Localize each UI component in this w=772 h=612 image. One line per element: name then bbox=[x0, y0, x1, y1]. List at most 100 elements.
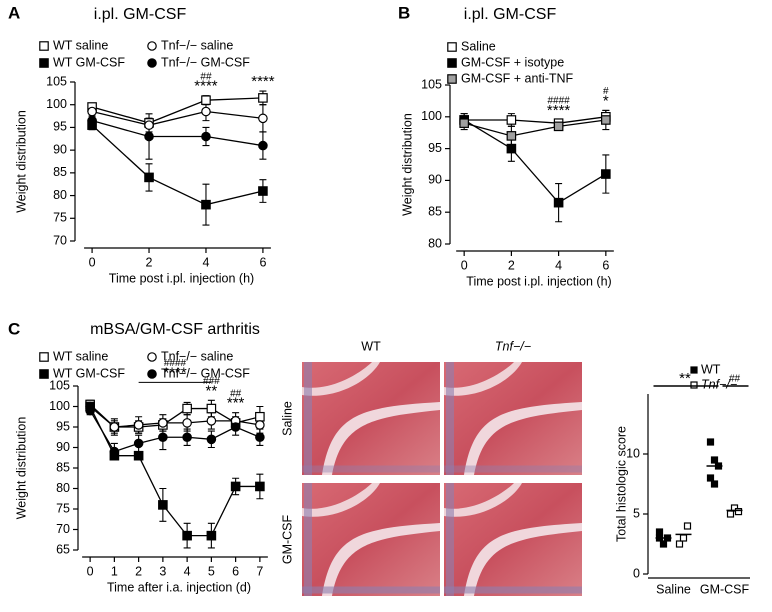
x-tick-label: 2 bbox=[135, 564, 142, 578]
panel-letter: C bbox=[8, 319, 20, 338]
legend-marker bbox=[447, 42, 457, 52]
data-point bbox=[601, 169, 611, 179]
data-point bbox=[182, 530, 192, 541]
tissue-space bbox=[464, 523, 582, 596]
y-tick-label: 80 bbox=[56, 481, 70, 495]
x-tick-label: 2 bbox=[146, 255, 153, 269]
tissue-space bbox=[302, 362, 380, 396]
data-point bbox=[206, 403, 217, 414]
histology-image bbox=[302, 362, 440, 475]
data-point bbox=[87, 106, 97, 117]
data-point bbox=[734, 508, 743, 516]
legend-marker bbox=[690, 381, 698, 389]
data-point bbox=[683, 522, 692, 530]
significance-label: ## bbox=[729, 374, 741, 385]
tissue-space bbox=[444, 483, 522, 517]
data-point bbox=[133, 438, 144, 449]
y-tick-label: 100 bbox=[421, 109, 442, 123]
data-point bbox=[655, 528, 664, 536]
data-point bbox=[85, 405, 95, 416]
data-point bbox=[601, 115, 611, 125]
data-point bbox=[706, 438, 715, 446]
significance-label: **** bbox=[163, 364, 187, 381]
x-tick-label: 0 bbox=[87, 564, 94, 578]
y-tick-label: 75 bbox=[56, 501, 70, 515]
legend-marker bbox=[147, 369, 157, 379]
significance-label: #### bbox=[164, 358, 187, 369]
significance-label: * bbox=[603, 92, 609, 109]
data-point bbox=[206, 530, 217, 541]
legend-label: WT bbox=[701, 362, 721, 376]
y-tick-label: 75 bbox=[53, 211, 67, 225]
significance-label: ## bbox=[230, 388, 242, 399]
y-tick-label: 105 bbox=[49, 378, 70, 392]
y-tick-label: 0 bbox=[633, 566, 640, 580]
tissue-space bbox=[322, 402, 440, 475]
data-point bbox=[255, 481, 265, 492]
series-line bbox=[464, 116, 606, 124]
data-point bbox=[230, 422, 241, 432]
y-tick-label: 90 bbox=[428, 173, 442, 187]
y-axis-label: Weight distribution bbox=[400, 113, 414, 216]
y-tick-label: 80 bbox=[428, 236, 442, 250]
x-tick-label: 6 bbox=[259, 255, 266, 269]
data-point bbox=[255, 420, 265, 430]
y-axis-label: Weight distribution bbox=[14, 110, 28, 213]
data-point bbox=[206, 434, 217, 445]
series-line bbox=[91, 119, 264, 147]
x-tick-label: 0 bbox=[461, 258, 468, 272]
x-tick-label: 7 bbox=[256, 564, 263, 578]
data-point bbox=[158, 418, 168, 428]
column-label: Tnf−/− bbox=[495, 339, 531, 353]
x-tick-label: 3 bbox=[159, 564, 166, 578]
significance-label: **** bbox=[251, 73, 275, 90]
x-axis-label: Time post i.pl. injection (h) bbox=[109, 271, 254, 285]
y-tick-label: 85 bbox=[56, 460, 70, 474]
data-point bbox=[201, 95, 211, 105]
x-tick-label: 5 bbox=[208, 564, 215, 578]
legend-label: WT GM-CSF bbox=[53, 55, 125, 69]
column-label: WT bbox=[361, 339, 381, 353]
y-tick-label: 105 bbox=[46, 74, 67, 88]
x-tick-label: 4 bbox=[184, 564, 191, 578]
row-label: GM-CSF bbox=[280, 514, 294, 564]
x-axis-label: Time after i.a. injection (d) bbox=[107, 580, 251, 594]
data-point bbox=[87, 115, 97, 126]
significance-label: #### bbox=[547, 96, 570, 107]
data-point bbox=[726, 510, 735, 518]
data-point bbox=[158, 500, 168, 510]
series-line bbox=[463, 119, 606, 137]
data-point bbox=[158, 432, 168, 443]
legend-marker bbox=[690, 366, 698, 374]
legend-label: Tnf−/− saline bbox=[161, 349, 233, 363]
data-point bbox=[144, 120, 154, 130]
panel-letter: B bbox=[398, 3, 410, 22]
y-axis-label: Total histologic score bbox=[614, 426, 628, 542]
x-tick-label: 2 bbox=[508, 258, 515, 272]
tissue-space bbox=[322, 523, 440, 596]
y-tick-label: 70 bbox=[56, 522, 70, 536]
data-point bbox=[133, 420, 144, 430]
significance-label: **** bbox=[194, 78, 218, 95]
chart-title: i.pl. GM-CSF bbox=[94, 6, 187, 23]
legend-label: Tnf−/− bbox=[701, 377, 737, 391]
y-tick-label: 90 bbox=[56, 440, 70, 454]
data-point bbox=[553, 121, 564, 132]
legend-label: GM-CSF + isotype bbox=[461, 55, 564, 69]
series-line bbox=[91, 124, 264, 206]
tissue-space bbox=[464, 402, 582, 475]
y-tick-label: 95 bbox=[53, 120, 67, 134]
x-axis-label: Time post i.pl. injection (h) bbox=[466, 274, 611, 288]
data-point bbox=[506, 115, 517, 125]
data-point bbox=[133, 450, 144, 461]
chart-title: mBSA/GM-CSF arthritis bbox=[90, 321, 260, 338]
data-point bbox=[659, 540, 668, 548]
legend-label: Tnf−/− GM-CSF bbox=[161, 55, 250, 69]
series-line bbox=[91, 97, 263, 124]
data-point bbox=[506, 143, 517, 154]
data-point bbox=[255, 432, 265, 443]
legend-label: WT saline bbox=[53, 38, 108, 52]
data-point bbox=[258, 186, 268, 196]
data-point bbox=[459, 118, 469, 128]
